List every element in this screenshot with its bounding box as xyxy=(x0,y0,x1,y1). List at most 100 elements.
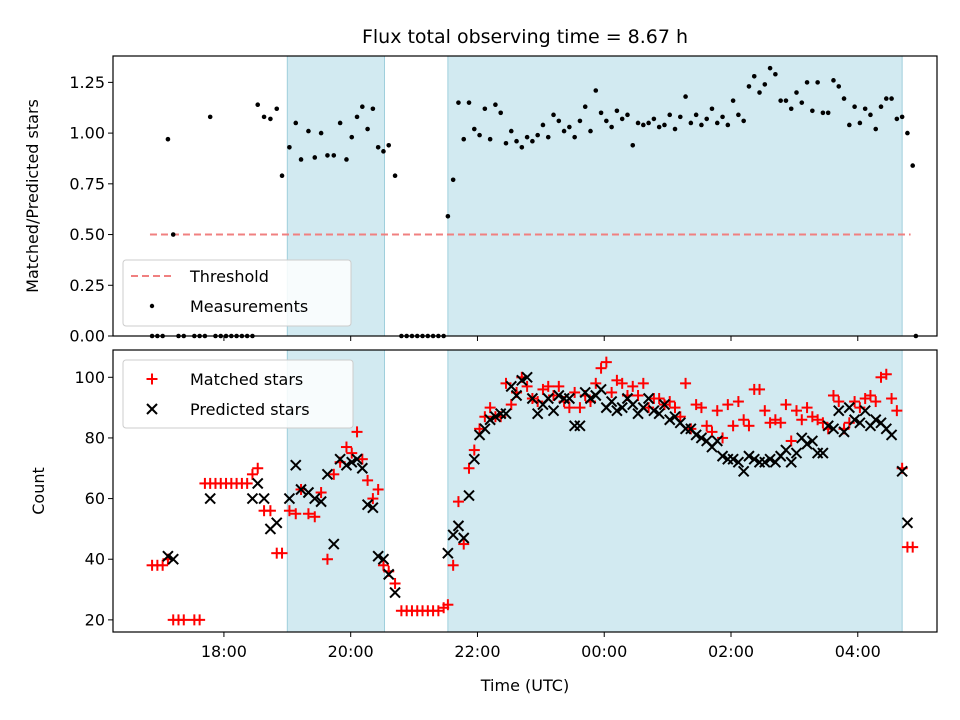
measurement-point xyxy=(704,116,710,122)
measurement-point xyxy=(482,106,488,112)
measurement-point xyxy=(683,94,688,99)
measurement-point xyxy=(656,124,662,130)
measurement-point xyxy=(593,88,599,93)
top-y-ticks: 0.00 0.25 0.50 0.75 1.00 1.25 xyxy=(69,73,113,346)
predicted-star-point xyxy=(321,468,334,481)
measurement-point xyxy=(293,120,299,126)
bottom-x-ticks: 18:00 20:00 22:00 00:00 02:00 04:00 xyxy=(201,632,881,661)
measurement-point xyxy=(635,120,641,126)
predicted-star-point xyxy=(732,456,745,468)
predicted-star-point xyxy=(574,420,586,432)
matched-star-point xyxy=(775,417,787,429)
measurement-point xyxy=(788,106,794,112)
matched-star-point xyxy=(484,402,496,414)
measurement-point xyxy=(561,128,567,134)
measurement-point xyxy=(862,106,868,112)
measurement-point xyxy=(456,100,461,105)
predicted-star-point xyxy=(510,389,523,402)
matched-star-point xyxy=(732,396,744,408)
measurement-point xyxy=(899,114,905,120)
measurement-point xyxy=(873,126,879,132)
predicted-star-point xyxy=(252,477,264,490)
matched-star-point xyxy=(542,380,554,392)
predicted-star-point xyxy=(295,483,307,496)
measurement-point xyxy=(730,98,736,103)
matched-star-point xyxy=(367,493,379,505)
matched-star-point xyxy=(321,553,333,565)
measurement-point xyxy=(331,153,337,158)
measurement-point xyxy=(572,134,577,140)
measurement-point xyxy=(577,118,583,124)
predicted-star-point xyxy=(616,401,628,414)
measurement-point xyxy=(337,120,343,126)
matched-star-point xyxy=(595,362,607,374)
y-tick-label: 20 xyxy=(85,610,105,629)
measurement-point xyxy=(857,120,863,126)
x-tick-label: 02:00 xyxy=(708,642,754,661)
predicted-star-point xyxy=(690,429,702,441)
measurement-point xyxy=(847,122,852,128)
measurement-point xyxy=(725,122,731,128)
matched-star-point xyxy=(328,468,340,480)
predicted-star-point xyxy=(870,414,882,426)
matched-star-point xyxy=(680,377,692,389)
predicted-star-point xyxy=(780,444,792,456)
predicted-star-point xyxy=(627,398,639,411)
predicted-star-point xyxy=(790,447,803,459)
matched-star-point xyxy=(711,405,723,417)
predicted-star-point xyxy=(542,392,554,405)
predicted-star-point xyxy=(653,407,665,420)
x-tick-label: 18:00 xyxy=(201,642,247,661)
measurement-point xyxy=(672,126,678,132)
matched-star-point xyxy=(574,402,586,414)
predicted-star-point xyxy=(648,404,660,417)
measurement-point xyxy=(514,138,519,144)
measurement-point xyxy=(604,118,609,124)
matched-star-point xyxy=(252,462,264,474)
matched-star-point xyxy=(290,508,302,520)
measurement-point xyxy=(625,112,630,118)
predicted-star-point xyxy=(838,426,850,438)
predicted-star-point xyxy=(246,492,259,505)
y-tick-label: 1.25 xyxy=(69,73,105,92)
matched-star-point xyxy=(785,435,797,447)
predicted-star-point xyxy=(463,489,475,502)
predicted-star-point xyxy=(727,453,739,465)
predicted-star-point xyxy=(695,432,708,444)
measurement-point xyxy=(375,145,381,150)
measurement-point xyxy=(773,71,778,77)
measurement-point xyxy=(471,126,477,132)
matched-star-point xyxy=(606,386,618,398)
matched-star-point xyxy=(346,447,358,459)
predicted-star-point xyxy=(711,435,723,447)
matched-star-point xyxy=(241,477,253,489)
predicted-star-point xyxy=(372,550,384,562)
matched-star-point xyxy=(706,426,718,438)
measurement-point xyxy=(667,112,673,118)
y-tick-label: 100 xyxy=(74,368,105,387)
measurement-point xyxy=(582,104,588,110)
measurement-point xyxy=(365,126,370,132)
measurement-point xyxy=(778,98,783,103)
matched-star-point xyxy=(907,541,919,553)
measurement-point xyxy=(279,173,285,179)
bottom-y-axis-label: Count xyxy=(29,467,48,515)
predicted-star-point xyxy=(204,492,216,505)
top-y-axis-label: Matched/Predicted stars xyxy=(23,99,42,293)
predicted-star-point xyxy=(843,401,856,414)
predicted-star-point xyxy=(452,520,465,532)
measurement-point xyxy=(540,122,546,128)
measurement-point xyxy=(450,177,456,183)
measurement-point xyxy=(794,90,799,95)
bottom-legend: Matched stars Predicted stars xyxy=(122,359,354,429)
measurement-point xyxy=(815,80,820,85)
x-tick-label: 20:00 xyxy=(328,642,374,661)
top-observing-shades xyxy=(286,55,903,337)
measurement-point xyxy=(799,100,805,105)
measurement-point xyxy=(883,96,889,101)
measurement-point xyxy=(344,157,349,162)
ratio-chart: 0.00 0.25 0.50 0.75 1.00 1.25 Flux total obse… xyxy=(23,26,938,346)
matched-star-point xyxy=(340,441,352,453)
measurement-point xyxy=(762,82,768,87)
measurement-point xyxy=(461,136,467,142)
